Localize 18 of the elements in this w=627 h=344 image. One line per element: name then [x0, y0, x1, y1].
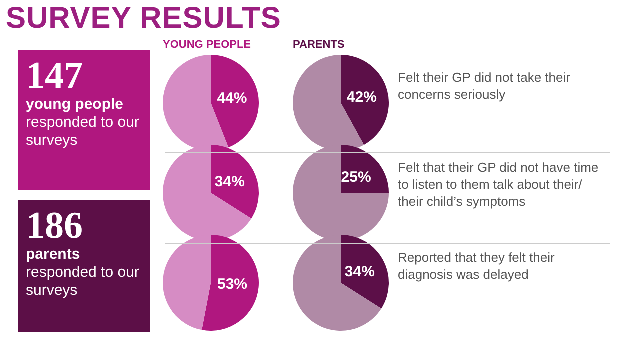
chart-title: YOUNG PEOPLE [163, 39, 252, 53]
data-label: 42% [346, 88, 377, 106]
text: parents [26, 246, 82, 264]
text: responded to our surveys [26, 114, 140, 150]
text: Reported that they felt their diagnosis was delayed [398, 249, 556, 283]
text: Felt their GP did not take their concerns seriously [398, 69, 572, 103]
chart-title: PARENTS [293, 39, 346, 53]
data-label: 34% [214, 174, 245, 191]
text: young people [26, 96, 124, 114]
text: 147 [26, 55, 84, 97]
data-label: 53% [217, 276, 248, 294]
text: Felt that their GP did not have time to listen to them talk about their/ their child’s symptoms [398, 159, 600, 210]
text: responded to our surveys [26, 264, 140, 300]
text: SURVEY RESULTS [6, 2, 282, 36]
data-label: 34% [344, 264, 375, 281]
data-label: 44% [217, 90, 248, 108]
text: 186 [26, 205, 84, 247]
data-label: 25% [341, 168, 372, 186]
